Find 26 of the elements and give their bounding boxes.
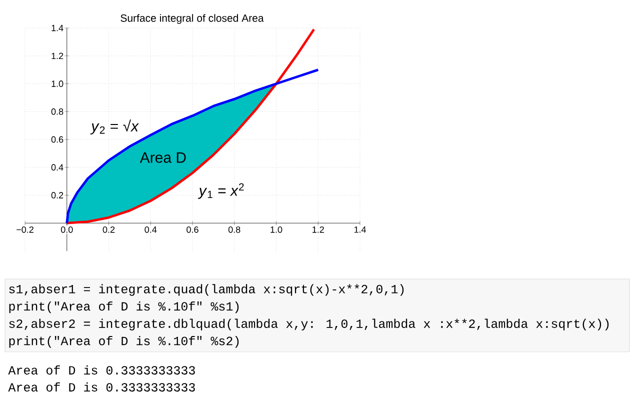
x-tick-label: 0.4 <box>144 226 157 233</box>
y-tick-label: 1.4 <box>52 24 64 32</box>
x-tick-label: 0.6 <box>186 226 198 233</box>
y-tick-label: 0.4 <box>51 164 64 171</box>
x-tick-label: 1.0 <box>270 226 282 233</box>
chart-title: Surface integral of closed Area <box>120 14 264 24</box>
x-tick-label: 0.2 <box>102 226 115 233</box>
y-tick-label: 0.8 <box>51 108 64 115</box>
text: print("Area of D is %.10f" %s2) <box>9 336 239 348</box>
text: print("Area of D is %.10f" %s1) <box>9 301 239 314</box>
x-tick-label: 0.0 <box>60 226 73 233</box>
text: Area of D is 0.3333333333 <box>8 365 195 375</box>
text: s2,abser2 = integrate.dblquad(lambda x,y: 1,0,1,lambda x :x**2,lambda x:sqrt(x)) <box>9 318 609 330</box>
text: Area of D is 0.3333333333 <box>8 382 195 392</box>
x-tick-label: −0.2 <box>16 226 34 233</box>
x-tick-label: 1.4 <box>354 226 366 233</box>
x-tick-label: 0.8 <box>228 226 240 233</box>
y-tick-label: 0.2 <box>51 192 64 198</box>
x-tick-label: 1.2 <box>312 226 324 233</box>
y-tick-label: 1.0 <box>52 80 64 87</box>
annotation: y$_{2}$ = √x <box>90 119 139 134</box>
y-tick-label: 1.2 <box>52 52 64 60</box>
y-tick-label: 0.6 <box>51 136 64 143</box>
annotation: y$_{1}$ = x$^{2}$ <box>198 183 244 199</box>
text: s1,abser1 = integrate.quad(lambda x:sqrt(x)-x**2,0,1) <box>9 284 404 296</box>
annotation: Area D <box>140 152 186 163</box>
